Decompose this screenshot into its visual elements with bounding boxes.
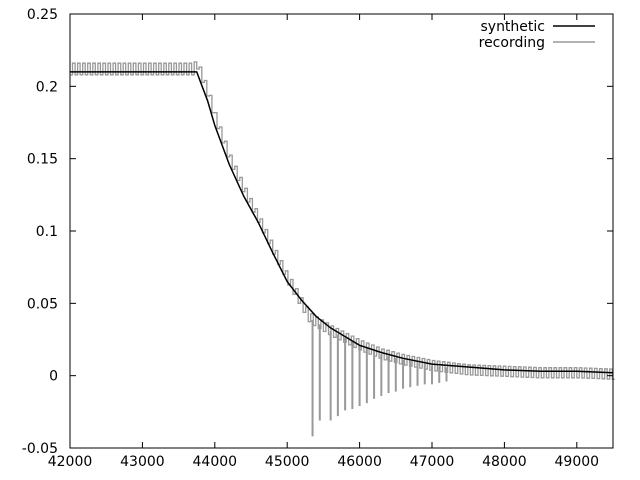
y-tick-label: -0.05 [22,441,58,457]
y-tick-label: 0.25 [27,7,58,23]
x-tick-label: 43000 [120,454,165,470]
y-tick-label: 0.1 [36,224,58,240]
x-tick-label: 49000 [555,454,600,470]
y-tick-label: 0 [49,369,58,385]
legend-label-recording: recording [479,35,545,51]
x-tick-label: 47000 [410,454,455,470]
x-tick-label: 45000 [265,454,310,470]
x-tick-label: 42000 [48,454,93,470]
x-tick-label: 48000 [482,454,527,470]
legend-label-synthetic: synthetic [480,19,545,35]
x-tick-label: 46000 [337,454,382,470]
series-line-recording [70,61,615,380]
y-tick-label: 0.05 [27,296,58,312]
x-tick-label: 44000 [193,454,238,470]
series-line-synthetic [70,71,614,374]
y-tick-label: 0.2 [36,79,58,95]
plot-area [70,61,615,437]
y-tick-label: 0.15 [27,152,58,168]
ticks: 42000 43000 44000 45000 46000 47000 48000 49000… [22,7,613,470]
